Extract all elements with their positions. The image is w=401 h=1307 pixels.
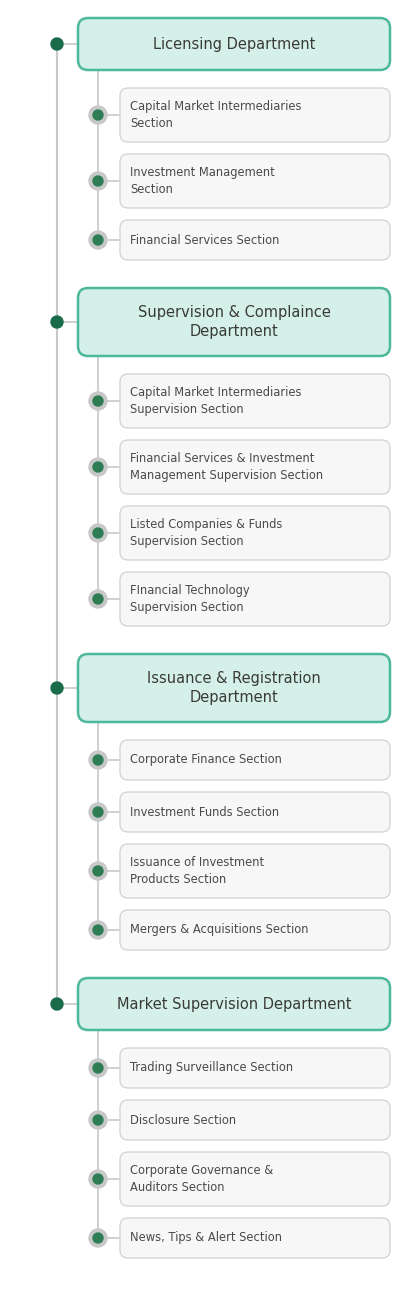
Circle shape [93, 110, 103, 120]
FancyBboxPatch shape [120, 792, 390, 833]
Circle shape [51, 999, 63, 1010]
FancyBboxPatch shape [120, 740, 390, 780]
FancyBboxPatch shape [120, 844, 390, 898]
Text: Capital Market Intermediaries
Section: Capital Market Intermediaries Section [130, 101, 302, 129]
Circle shape [89, 106, 107, 124]
Circle shape [51, 38, 63, 50]
FancyBboxPatch shape [120, 910, 390, 950]
FancyBboxPatch shape [120, 374, 390, 427]
Circle shape [89, 863, 107, 880]
Circle shape [89, 589, 107, 608]
Circle shape [89, 457, 107, 476]
Text: Financial Services & Investment
Management Supervision Section: Financial Services & Investment Manageme… [130, 452, 323, 482]
Text: Trading Surveillance Section: Trading Surveillance Section [130, 1061, 293, 1074]
FancyBboxPatch shape [120, 506, 390, 559]
Circle shape [89, 1229, 107, 1247]
Text: News, Tips & Alert Section: News, Tips & Alert Section [130, 1231, 282, 1244]
Circle shape [93, 461, 103, 472]
Circle shape [51, 682, 63, 694]
Circle shape [93, 528, 103, 538]
Circle shape [89, 921, 107, 938]
FancyBboxPatch shape [120, 1218, 390, 1259]
Circle shape [93, 755, 103, 765]
FancyBboxPatch shape [120, 154, 390, 208]
Text: FInancial Technology
Supervision Section: FInancial Technology Supervision Section [130, 584, 250, 614]
Circle shape [89, 1059, 107, 1077]
FancyBboxPatch shape [78, 654, 390, 721]
Circle shape [89, 231, 107, 250]
Circle shape [89, 173, 107, 190]
Circle shape [93, 176, 103, 186]
FancyBboxPatch shape [78, 18, 390, 71]
Circle shape [89, 1170, 107, 1188]
Circle shape [93, 925, 103, 935]
Circle shape [93, 806, 103, 817]
FancyBboxPatch shape [120, 440, 390, 494]
Circle shape [93, 1174, 103, 1184]
Circle shape [51, 316, 63, 328]
Text: Investment Funds Section: Investment Funds Section [130, 805, 279, 818]
FancyBboxPatch shape [120, 1100, 390, 1140]
Text: Disclosure Section: Disclosure Section [130, 1114, 236, 1127]
Text: Licensing Department: Licensing Department [153, 37, 315, 51]
Circle shape [93, 1233, 103, 1243]
FancyBboxPatch shape [120, 1048, 390, 1087]
Circle shape [93, 1063, 103, 1073]
Text: Market Supervision Department: Market Supervision Department [117, 996, 351, 1012]
Circle shape [89, 752, 107, 769]
Text: Corporate Governance &
Auditors Section: Corporate Governance & Auditors Section [130, 1165, 273, 1193]
Text: Capital Market Intermediaries
Supervision Section: Capital Market Intermediaries Supervisio… [130, 387, 302, 416]
FancyBboxPatch shape [120, 88, 390, 142]
Circle shape [89, 802, 107, 821]
Circle shape [89, 1111, 107, 1129]
Circle shape [93, 593, 103, 604]
Text: Financial Services Section: Financial Services Section [130, 234, 279, 247]
Text: Issuance & Registration
Department: Issuance & Registration Department [147, 670, 321, 706]
FancyBboxPatch shape [120, 572, 390, 626]
Text: Issuance of Investment
Products Section: Issuance of Investment Products Section [130, 856, 264, 886]
FancyBboxPatch shape [120, 1151, 390, 1206]
Circle shape [89, 392, 107, 410]
Circle shape [93, 867, 103, 876]
Text: Listed Companies & Funds
Supervision Section: Listed Companies & Funds Supervision Sec… [130, 519, 282, 548]
Text: Supervision & Complaince
Department: Supervision & Complaince Department [138, 305, 330, 340]
Text: Corporate Finance Section: Corporate Finance Section [130, 754, 282, 766]
Text: Mergers & Acquisitions Section: Mergers & Acquisitions Section [130, 924, 308, 937]
Circle shape [93, 396, 103, 406]
Circle shape [93, 1115, 103, 1125]
Text: Investment Management
Section: Investment Management Section [130, 166, 275, 196]
Circle shape [89, 524, 107, 542]
FancyBboxPatch shape [78, 288, 390, 356]
FancyBboxPatch shape [120, 220, 390, 260]
Circle shape [93, 235, 103, 244]
FancyBboxPatch shape [78, 978, 390, 1030]
